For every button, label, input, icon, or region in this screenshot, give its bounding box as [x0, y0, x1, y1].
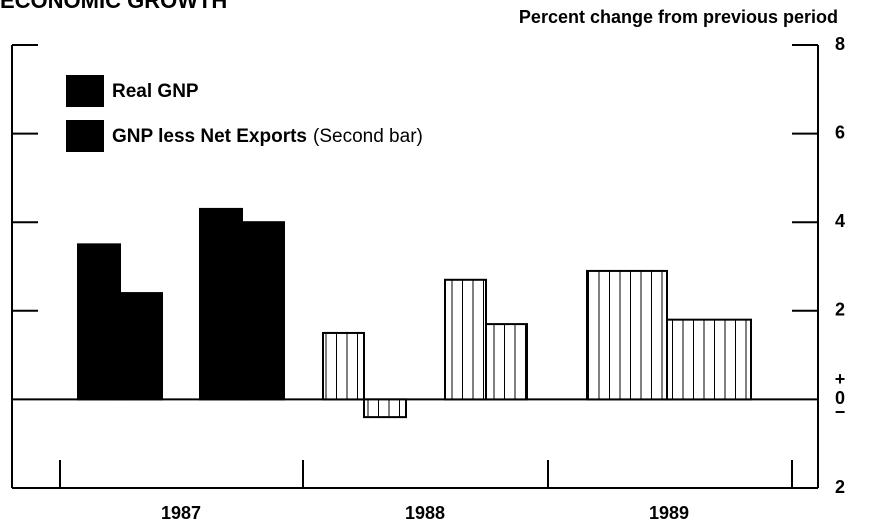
bar: [444, 278, 487, 401]
legend-note: (Second bar): [313, 126, 423, 147]
bar: [666, 318, 752, 401]
x-group-label: 1987: [161, 503, 201, 523]
y-tick-label: 2: [835, 300, 845, 320]
y-tick-label: 0: [835, 388, 845, 408]
bar: [199, 207, 243, 401]
y-tick-label: 6: [835, 122, 845, 142]
sign-label: +: [835, 369, 846, 389]
legend-label: GNP less Net Exports (Second bar): [112, 126, 423, 147]
bar: [119, 292, 163, 401]
sign-label: −: [835, 402, 846, 422]
x-group-label: 1988: [405, 503, 445, 523]
y-tick-label: 8: [835, 34, 845, 54]
bar: [241, 221, 285, 401]
y-tick-label: 2: [835, 477, 845, 497]
legend-label: Real GNP: [112, 81, 199, 102]
bar: [322, 331, 365, 401]
chart-title: ECONOMIC GROWTH: [0, 0, 227, 13]
legend-swatch: [66, 120, 104, 152]
bar: [77, 243, 121, 401]
bar: [485, 323, 528, 401]
bar: [586, 269, 668, 401]
y-tick-label: 4: [835, 211, 845, 231]
x-group-label: 1989: [649, 503, 689, 523]
legend-swatch: [66, 75, 104, 107]
chart-subtitle: Percent change from previous period: [519, 7, 838, 27]
bar: [363, 398, 407, 419]
